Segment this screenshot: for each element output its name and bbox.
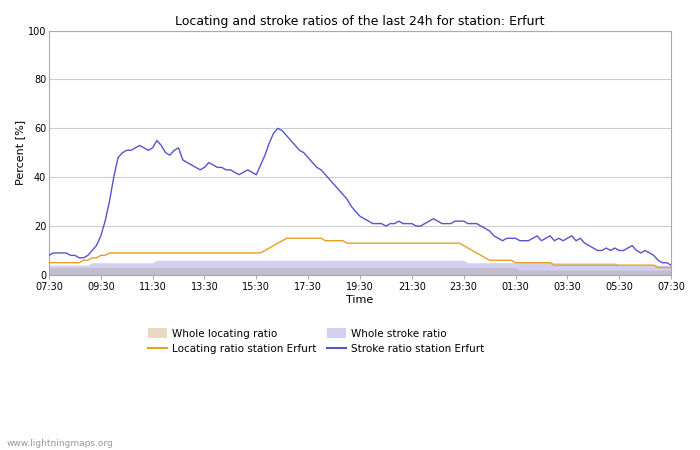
X-axis label: Time: Time — [346, 295, 374, 305]
Y-axis label: Percent [%]: Percent [%] — [15, 120, 25, 185]
Title: Locating and stroke ratios of the last 24h for station: Erfurt: Locating and stroke ratios of the last 2… — [175, 15, 545, 28]
Legend: Whole locating ratio, Locating ratio station Erfurt, Whole stroke ratio, Stroke : Whole locating ratio, Locating ratio sta… — [144, 324, 489, 358]
Text: www.lightningmaps.org: www.lightningmaps.org — [7, 439, 113, 448]
